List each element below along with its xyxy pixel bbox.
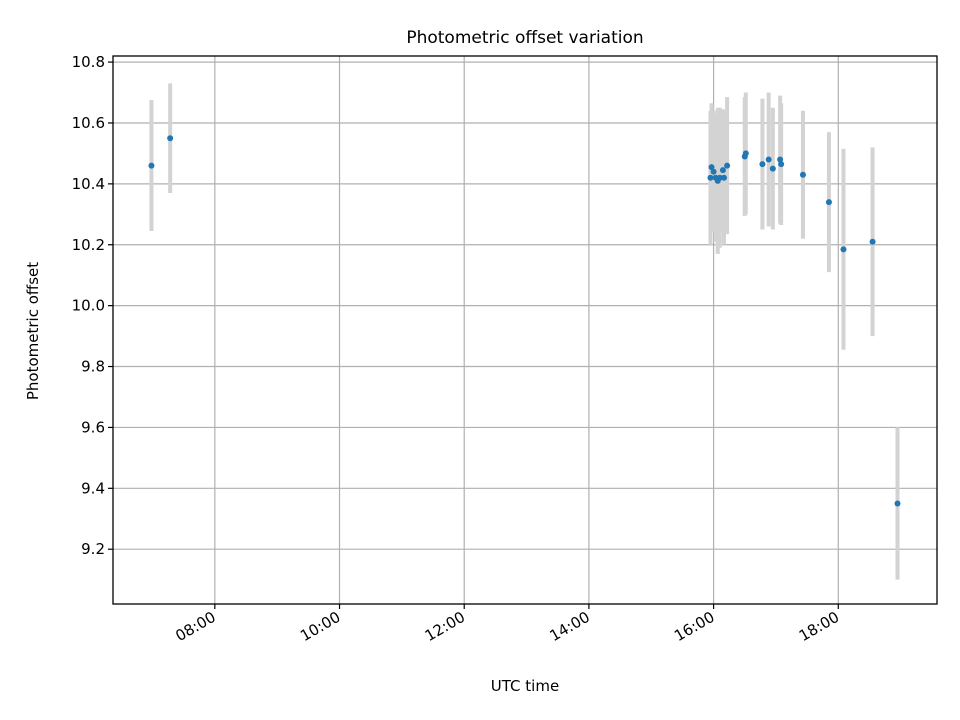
data-point <box>769 165 776 172</box>
plot-frame <box>112 55 938 605</box>
y-tick-label: 10.6 <box>72 114 105 132</box>
data-point <box>719 167 726 174</box>
y-axis-label: Photometric offset <box>24 262 42 400</box>
x-tick-label: 16:00 <box>671 608 717 645</box>
grid <box>113 56 937 604</box>
data-point <box>840 246 847 253</box>
data-point <box>167 135 174 142</box>
data-point <box>724 162 731 169</box>
error-bars <box>149 83 900 580</box>
data-point <box>869 238 876 245</box>
x-tick-label: 08:00 <box>172 608 218 645</box>
x-tick-label: 12:00 <box>422 608 468 645</box>
data-point <box>759 161 766 168</box>
y-tick-label: 10.4 <box>72 175 105 193</box>
data-point <box>894 500 901 507</box>
data-point <box>777 156 784 163</box>
data-point <box>765 156 772 163</box>
data-point <box>742 150 749 157</box>
data-point <box>716 174 723 181</box>
data-point <box>825 199 832 206</box>
data-point <box>708 164 715 171</box>
data-point <box>720 174 727 181</box>
chart-title: Photometric offset variation <box>406 28 643 48</box>
x-axis-label: UTC time <box>491 677 559 695</box>
y-tick-label: 9.6 <box>81 418 105 436</box>
data-point <box>707 174 714 181</box>
x-tick-label: 18:00 <box>796 608 842 645</box>
y-tick-label: 9.2 <box>81 540 105 558</box>
data-points <box>148 135 901 507</box>
y-tick-label: 10.2 <box>72 236 105 254</box>
y-tick-label: 10.0 <box>72 297 105 315</box>
data-point <box>710 168 717 175</box>
x-tick-label: 14:00 <box>546 608 592 645</box>
y-tick-label: 9.4 <box>81 479 105 497</box>
y-tick-label: 9.8 <box>81 358 105 376</box>
y-tick-label: 10.8 <box>72 53 105 71</box>
data-point <box>148 162 155 169</box>
data-point <box>778 161 785 168</box>
x-tick-label: 10:00 <box>297 608 343 645</box>
data-point <box>799 171 806 178</box>
